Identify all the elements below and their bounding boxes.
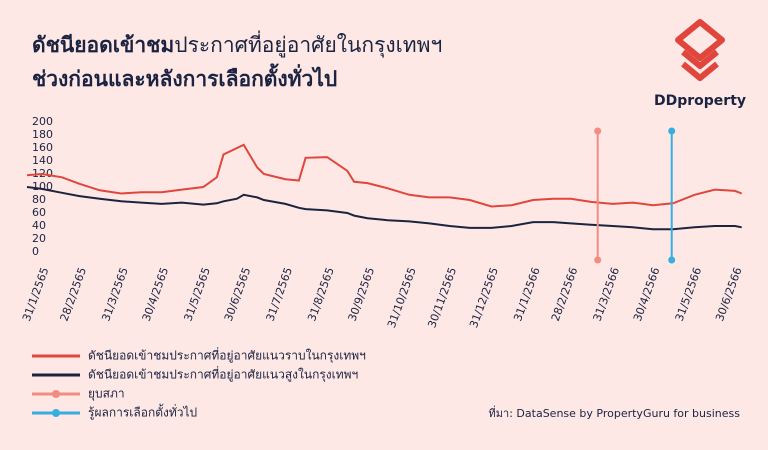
event-dot: [668, 127, 676, 135]
legend-dot: [52, 390, 60, 398]
legend-dot: [52, 409, 60, 417]
y-tick-label: 200: [32, 115, 53, 128]
legend-label: รู้ผลการเลือกตั้งทั่วไป: [88, 404, 197, 421]
event-dot: [668, 256, 676, 264]
y-tick-label: 160: [32, 141, 53, 154]
y-tick-label: 140: [32, 154, 53, 167]
line-series: [26, 143, 743, 208]
y-tick-label: 40: [32, 219, 46, 232]
y-tick-label: 60: [32, 206, 46, 219]
chart-subtitle: ช่วงก่อนและหลังการเลือกตั้งทั่วไป: [32, 63, 337, 91]
chart-title: ดัชนียอดเข้าชมประกาศที่อยู่อาศัยในกรุงเท…: [32, 30, 442, 58]
legend-label: ดัชนียอดเข้าชมประกาศที่อยู่อาศัยแนวสูงใน…: [88, 366, 358, 383]
legend-label: ดัชนียอดเข้าชมประกาศที่อยู่อาศัยแนวราบใน…: [88, 347, 366, 364]
logo: [675, 19, 725, 81]
title-rest: ประกาศที่อยู่อาศัยในกรุงเทพฯ: [174, 30, 442, 58]
brand: DDproperty: [654, 93, 746, 109]
y-tick-label: 0: [32, 245, 39, 258]
y-tick-label: 20: [32, 232, 46, 245]
title-bold: ดัชนียอดเข้าชม: [32, 33, 174, 57]
line-series: [26, 186, 742, 231]
legend-label: ยุบสภา: [88, 387, 125, 402]
y-tick-label: 180: [32, 128, 53, 141]
event-dot: [594, 256, 602, 264]
event-dot: [594, 127, 602, 135]
y-tick-label: 80: [32, 193, 46, 206]
source: ที่มา: DataSense by PropertyGuru for bus…: [489, 405, 741, 420]
